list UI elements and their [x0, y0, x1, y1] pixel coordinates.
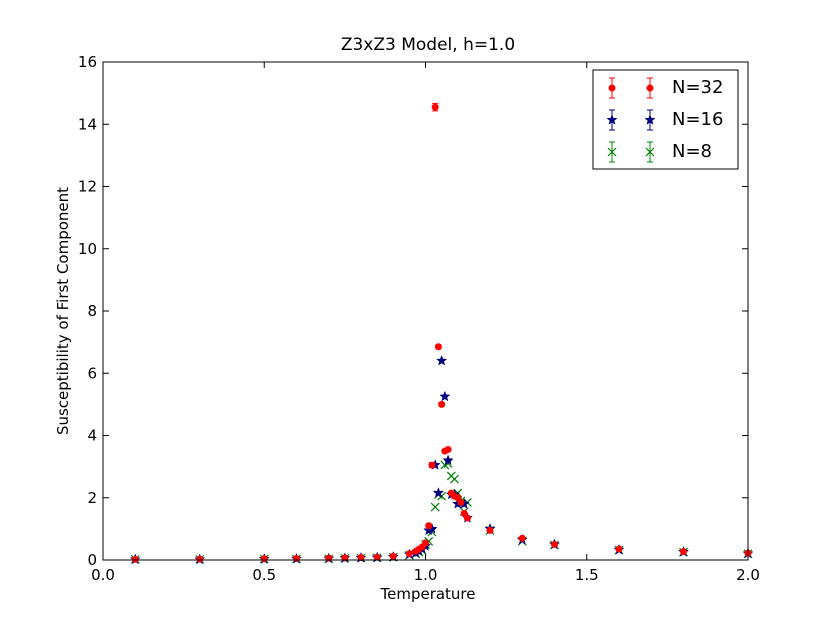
y-tick-label: 16: [78, 53, 97, 71]
x-tick-label: 1.0: [414, 566, 438, 584]
data-point: [680, 548, 687, 556]
legend-marker: [607, 147, 617, 157]
data-point: [438, 400, 446, 408]
x-tick-label: 1.5: [575, 566, 599, 584]
y-tick-label: 8: [87, 302, 97, 320]
legend-marker: [646, 84, 654, 92]
data-point: [439, 390, 451, 402]
y-tick-label: 10: [78, 240, 97, 258]
legend-marker: [644, 114, 656, 125]
data-point: [425, 522, 433, 530]
data-point: [373, 553, 381, 561]
legend-marker: [645, 147, 655, 157]
x-tick-label: 0.0: [91, 566, 115, 584]
data-point: [405, 550, 413, 558]
plot-frame: [102, 61, 749, 561]
data-point: [444, 446, 452, 454]
data-point: [422, 539, 429, 547]
y-tick-label: 2: [87, 489, 97, 507]
data-point: [293, 554, 300, 562]
data-points: [129, 102, 754, 565]
data-point: [442, 454, 454, 466]
y-tick-label: 6: [87, 364, 97, 382]
data-point: [389, 552, 397, 560]
data-point: [428, 461, 436, 469]
x-tick-label: 0.5: [252, 566, 276, 584]
y-tick-label: 0: [87, 551, 97, 569]
axis-ticks: 0.0 0.5 1.0 1.5 2.0 0 2 4 6 8 10 12 14 16: [78, 53, 760, 584]
data-point: [131, 555, 139, 563]
legend: N=32 N=16 N=8: [592, 69, 739, 170]
data-point: [432, 487, 445, 498]
data-point: [430, 502, 440, 512]
data-point: [260, 555, 268, 563]
series-N=32: [131, 102, 752, 563]
data-point: [431, 103, 439, 111]
data-point: [551, 540, 558, 548]
data-point: [434, 343, 442, 351]
legend-label-n16: N=16: [672, 109, 723, 130]
data-point: [454, 494, 462, 502]
y-tick-label: 14: [78, 115, 97, 133]
data-point: [341, 554, 349, 562]
data-point: [357, 554, 365, 562]
data-point: [463, 514, 471, 522]
data-point: [518, 534, 526, 542]
data-point: [460, 509, 468, 517]
chart-title: Z3xZ3 Model, h=1.0: [341, 35, 515, 55]
data-point: [486, 526, 494, 534]
y-tick-label: 12: [78, 178, 97, 196]
data-point: [615, 545, 623, 553]
legend-box: [592, 69, 739, 170]
x-axis-label: Temperature: [379, 585, 475, 603]
legend-label-n32: N=32: [672, 77, 723, 98]
legend-label-n8: N=8: [672, 141, 712, 162]
legend-marker: [608, 84, 616, 92]
y-tick-label: 4: [87, 427, 97, 445]
x-tick-label: 2.0: [736, 566, 760, 584]
data-point: [450, 474, 459, 484]
legend-marker: [606, 114, 618, 125]
legend-markers: [606, 77, 656, 163]
y-axis-label: Susceptibility of First Component: [54, 187, 72, 435]
data-point: [436, 354, 448, 366]
data-point: [196, 555, 204, 563]
data-point: [457, 498, 465, 506]
